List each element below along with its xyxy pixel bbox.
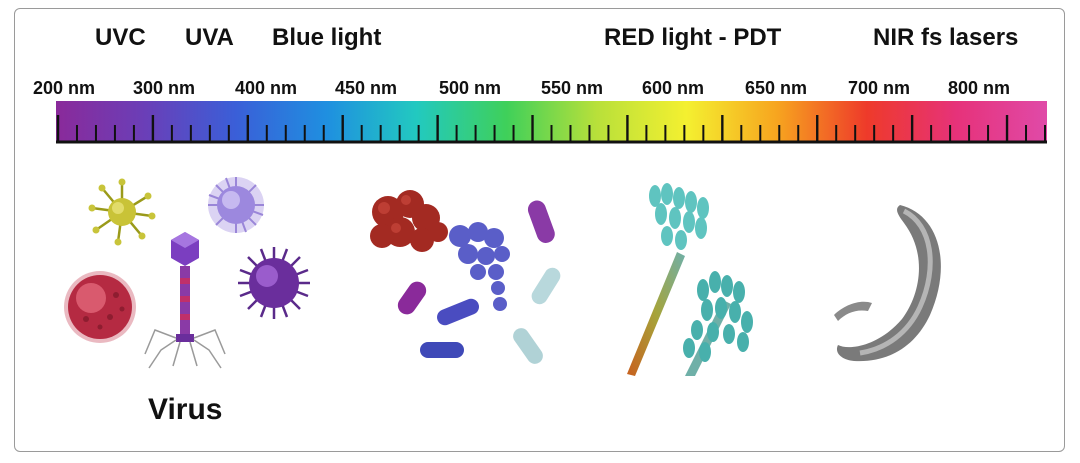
wavelength-label-600: 600 nm	[642, 78, 705, 98]
wavelength-label-550: 550 nm	[541, 78, 604, 98]
blue-rod-bacterium-icon	[420, 298, 479, 358]
yellow-virus-icon	[88, 178, 156, 246]
wavelength-label-400: 400 nm	[235, 78, 298, 98]
virus-group	[64, 177, 310, 369]
purple-rod-bacterium-icon	[397, 200, 555, 315]
wavelength-label-200: 200 nm	[33, 78, 96, 98]
band-label-blue-light: Blue light	[272, 24, 382, 51]
virus-label: Virus	[148, 393, 223, 426]
purple-virus-icon	[238, 247, 310, 319]
parasite-group	[834, 205, 941, 362]
band-label-uva: UVA	[185, 24, 234, 51]
lavender-virus-icon	[208, 177, 264, 233]
fungus-conidiophore-icon	[627, 183, 753, 376]
spectrum-ruler	[56, 115, 1047, 144]
fungi-group	[627, 183, 753, 376]
teal-rod-bacterium-icon	[513, 267, 561, 364]
wavelength-label-300: 300 nm	[133, 78, 196, 98]
band-label-red-light-pdt: RED light - PDT	[604, 24, 782, 51]
bacteriophage-icon	[144, 232, 226, 369]
red-virus-icon	[64, 271, 136, 343]
bacteria-group	[370, 190, 561, 364]
wavelength-label-700: 700 nm	[848, 78, 911, 98]
wavelength-label-650: 650 nm	[745, 78, 808, 98]
parasite-worm-icon	[834, 205, 941, 362]
band-label-nir-fs-lasers: NIR fs lasers	[873, 24, 1019, 51]
band-label-uvc: UVC	[95, 24, 146, 51]
blue-coccus-cluster-icon	[449, 222, 510, 311]
wavelength-label-500: 500 nm	[439, 78, 502, 98]
wavelength-label-800: 800 nm	[948, 78, 1011, 98]
wavelength-label-450: 450 nm	[335, 78, 398, 98]
